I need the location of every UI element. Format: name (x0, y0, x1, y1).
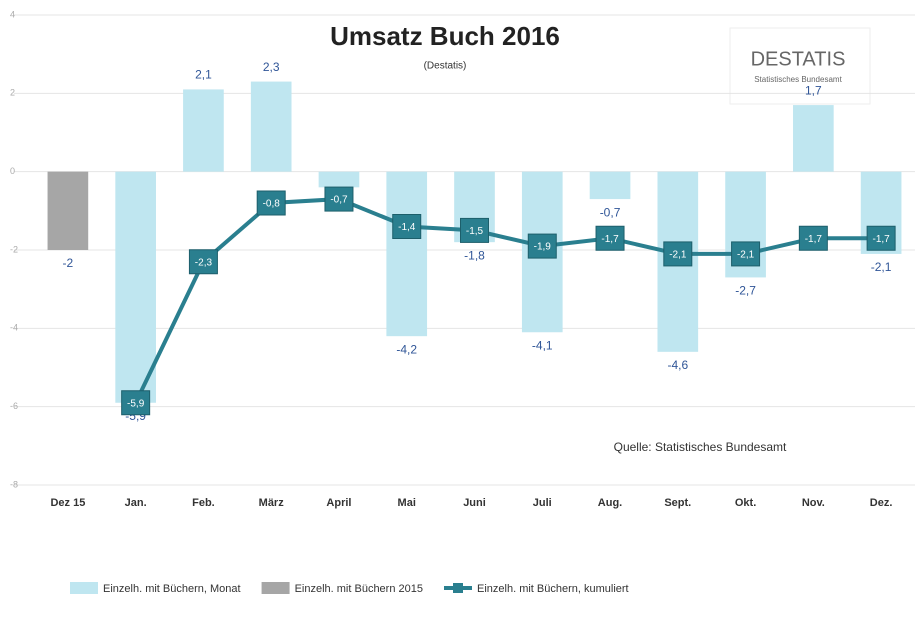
x-tick-label: Juni (463, 497, 486, 509)
chart-title: Umsatz Buch 2016 (330, 21, 560, 51)
line-marker (256, 190, 286, 216)
bar (115, 171, 156, 403)
line-marker (460, 217, 489, 243)
y-tick-label: -8 (10, 479, 18, 489)
line-value-label: -2,1 (669, 250, 687, 261)
legend-label: Einzelh. mit Büchern 2015 (295, 583, 423, 595)
line-marker (121, 390, 151, 416)
x-tick-label: Dez 15 (50, 497, 85, 509)
bar-value-label: 2,1 (195, 68, 212, 82)
line-value-label: -1,9 (534, 242, 552, 253)
logo: DESTATIS (751, 48, 846, 70)
legend-swatch (70, 582, 98, 594)
line-marker (527, 233, 557, 259)
x-tick-label: Mai (398, 497, 416, 509)
legend-label: Einzelh. mit Büchern, Monat (103, 583, 241, 595)
bar-value-label: 2,3 (263, 60, 280, 74)
line-value-label: -1,7 (805, 234, 823, 245)
x-tick-label: Feb. (192, 497, 215, 509)
line-marker (663, 241, 693, 267)
x-tick-label: Aug. (598, 497, 622, 509)
legend-swatch-marker (453, 583, 463, 593)
line-marker (798, 225, 828, 251)
bar (318, 171, 360, 188)
y-tick-label: 2 (10, 88, 15, 98)
line-value-label: -0,8 (263, 199, 281, 210)
line-marker (866, 225, 896, 251)
bar-value-label: -0,7 (600, 205, 621, 219)
legend-label: Einzelh. mit Büchern, kumuliert (477, 583, 629, 595)
bar (386, 171, 428, 337)
logo-caption: Statistisches Bundesamt (754, 75, 842, 84)
x-tick-label: Dez. (870, 497, 893, 509)
line-marker (595, 225, 625, 251)
y-tick-label: -6 (10, 401, 18, 411)
bar-value-label: -1,8 (464, 248, 485, 262)
line-marker (188, 249, 218, 275)
line-value-label: -0,7 (330, 195, 348, 206)
line-value-label: -1,5 (466, 226, 484, 237)
line-marker (392, 214, 422, 239)
line-value-label: -1,7 (872, 234, 890, 245)
bar-value-label: -4,1 (532, 338, 553, 352)
bar-value-label: -4,6 (667, 358, 688, 372)
bar-value-label: -2 (63, 256, 74, 270)
annotation: Quelle: Statistisches Bundesamt (614, 440, 787, 454)
bar-value-label: -4,2 (396, 342, 417, 356)
y-tick-label: 4 (10, 9, 15, 19)
bar (793, 105, 834, 172)
x-tick-label: Sept. (664, 497, 691, 509)
line-value-label: -5,9 (127, 398, 145, 409)
x-tick-label: März (259, 497, 285, 509)
bar (250, 81, 292, 172)
logo-box (729, 27, 871, 105)
bar-value-label: -2,1 (871, 260, 892, 274)
line-marker (731, 241, 761, 267)
bar-value-label: -2,7 (735, 284, 756, 298)
line-value-label: -1,4 (398, 222, 416, 233)
line (133, 197, 882, 404)
x-tick-label: Okt. (735, 497, 756, 509)
legend-swatch (261, 582, 290, 594)
y-tick-label: -2 (10, 244, 18, 254)
chart-subtitle: (Destatis) (424, 61, 467, 72)
bar (183, 89, 224, 172)
bar (47, 171, 89, 250)
x-tick-label: Nov. (802, 497, 825, 509)
bar (589, 171, 631, 200)
y-tick-label: -4 (10, 323, 18, 333)
line-value-label: -2,3 (195, 257, 213, 268)
y-tick-label: 0 (10, 166, 15, 176)
line-value-label: -1,7 (601, 234, 619, 245)
line-marker (324, 186, 354, 212)
line-value-label: -2,1 (737, 250, 755, 261)
bar-value-label: 1,7 (805, 83, 822, 97)
x-tick-label: April (326, 497, 351, 509)
x-tick-label: Jan. (125, 497, 147, 509)
x-tick-label: Juli (533, 497, 552, 509)
